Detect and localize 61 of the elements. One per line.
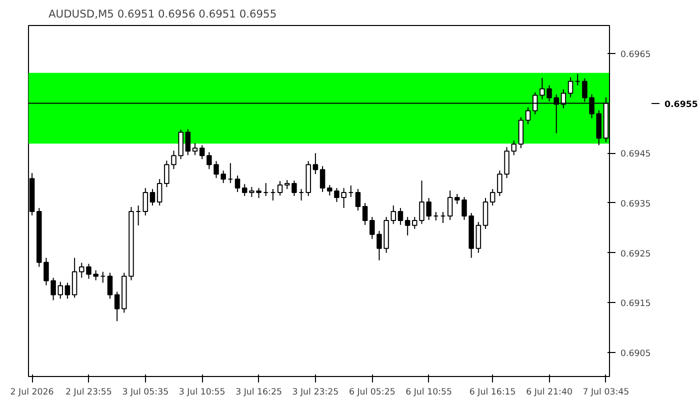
candlestick — [412, 216, 418, 230]
candlestick — [220, 170, 226, 184]
x-tick-label: 6 Jul 16:15 — [469, 388, 516, 398]
x-tick-label: 3 Jul 05:35 — [122, 388, 169, 398]
x-tick-label: 6 Jul 05:25 — [348, 388, 396, 398]
candlestick — [447, 190, 453, 220]
y-tick-label: 0.6925 — [620, 249, 651, 260]
candlestick — [292, 180, 297, 197]
candlestick — [462, 196, 467, 220]
candlestick — [511, 140, 516, 156]
candlestick — [398, 207, 404, 226]
candlestick — [518, 116, 524, 149]
x-tick-label: 6 Jul 10:55 — [406, 388, 452, 398]
candlestick — [64, 282, 70, 300]
y-tick-label: 0.6965 — [620, 50, 651, 60]
candlestick — [390, 204, 396, 224]
candlestick — [107, 272, 113, 300]
candlestick — [142, 188, 148, 216]
candlestick — [114, 291, 120, 322]
candlestick — [568, 76, 574, 98]
candlestick — [327, 184, 332, 196]
candlestick — [504, 146, 510, 179]
chart-title: AUDUSD,M5 0.6951 0.6956 0.6951 0.6955 — [48, 8, 277, 20]
candlestick — [185, 128, 191, 156]
y-tick-label: 0.6945 — [620, 150, 651, 160]
candlestick — [454, 194, 460, 204]
candlestick — [156, 178, 162, 206]
candlestick — [312, 152, 318, 175]
x-tick-label: 3 Jul 10:55 — [178, 388, 226, 398]
candlestick — [72, 257, 78, 298]
candlestick — [242, 184, 248, 197]
candlestick — [214, 160, 219, 179]
candlestick — [206, 152, 212, 170]
candlestick — [150, 188, 156, 206]
ref-line-label: 0.6955 — [664, 100, 698, 110]
y-tick-label: 0.6905 — [620, 349, 651, 360]
candlestick — [199, 144, 205, 160]
candlestick — [362, 202, 368, 226]
x-tick-label: 6 Jul 21:40 — [526, 388, 572, 398]
candlestick — [355, 188, 361, 211]
candlestick — [476, 221, 482, 254]
x-tick-label: 2 Jul 23:55 — [66, 388, 112, 398]
candlestick — [490, 188, 496, 206]
candlestick — [234, 175, 240, 193]
y-tick-label: 0.6915 — [620, 299, 651, 310]
candlestick — [482, 198, 488, 230]
candlestick — [320, 166, 326, 193]
candlestick — [178, 129, 184, 160]
candlestick — [277, 180, 283, 196]
candlestick — [192, 142, 198, 156]
x-tick-label: 3 Jul 16:25 — [236, 388, 282, 398]
y-tick-label: 0.6935 — [620, 199, 651, 210]
x-tick-label: 2 Jul 2026 — [10, 388, 54, 398]
candlestick — [525, 106, 531, 125]
candlestick — [404, 216, 410, 236]
candlestick — [58, 281, 64, 300]
x-tick-label: 7 Jul 03:45 — [582, 388, 630, 398]
candlestick — [171, 150, 176, 170]
x-tick-label: 3 Jul 23:25 — [292, 388, 339, 398]
candlestick — [164, 160, 170, 188]
candlestick — [497, 170, 502, 197]
